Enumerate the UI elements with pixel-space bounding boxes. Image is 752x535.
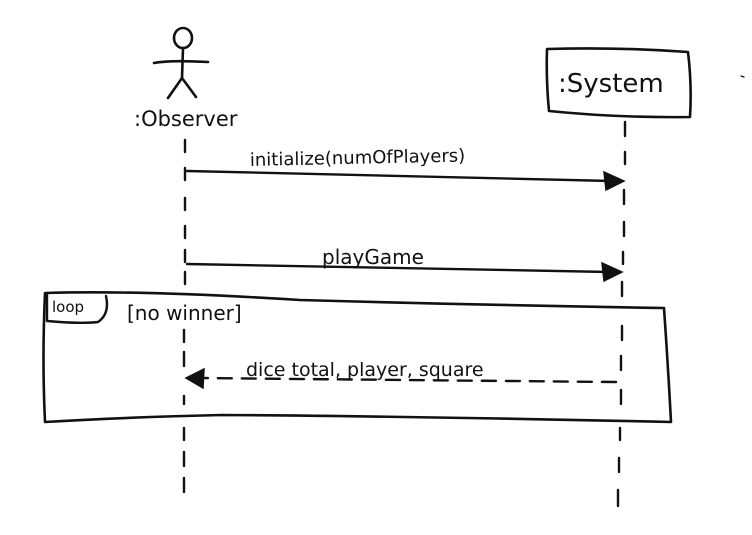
- message-return-label: dice total, player, square: [246, 359, 484, 381]
- message-playgame-label: playGame: [322, 245, 424, 269]
- observer-lifeline: [182, 138, 187, 494]
- system-actor: :System: [545, 47, 692, 119]
- stick-figure-icon: [152, 26, 210, 100]
- system-box: [545, 47, 692, 119]
- loop-fragment: loop [no winner]: [42, 291, 673, 424]
- arrowhead-icon: [603, 170, 626, 192]
- stray-mark: [740, 75, 745, 78]
- message-playgame-arrow-line: [185, 262, 612, 274]
- arrowhead-icon: [601, 261, 624, 283]
- observer-label: :Observer: [134, 107, 238, 131]
- message-return: dice total, player, square: [184, 359, 618, 390]
- message-playgame: playGame: [185, 245, 624, 283]
- message-initialize: initialize(numOfPlayers): [185, 145, 626, 192]
- message-initialize-label: initialize(numOfPlayers): [250, 145, 466, 171]
- loop-operator-label: loop: [52, 298, 84, 316]
- loop-guard-label: [no winner]: [127, 301, 242, 325]
- loop-fragment-frame: [42, 291, 673, 424]
- loop-operator-tab: [45, 292, 109, 324]
- arrowhead-icon: [184, 367, 205, 390]
- message-initialize-arrow-line: [185, 169, 614, 183]
- system-label: :System: [558, 69, 664, 99]
- message-return-dashed-line: [198, 376, 618, 384]
- system-lifeline: [616, 120, 627, 508]
- observer-actor: :Observer: [134, 26, 238, 131]
